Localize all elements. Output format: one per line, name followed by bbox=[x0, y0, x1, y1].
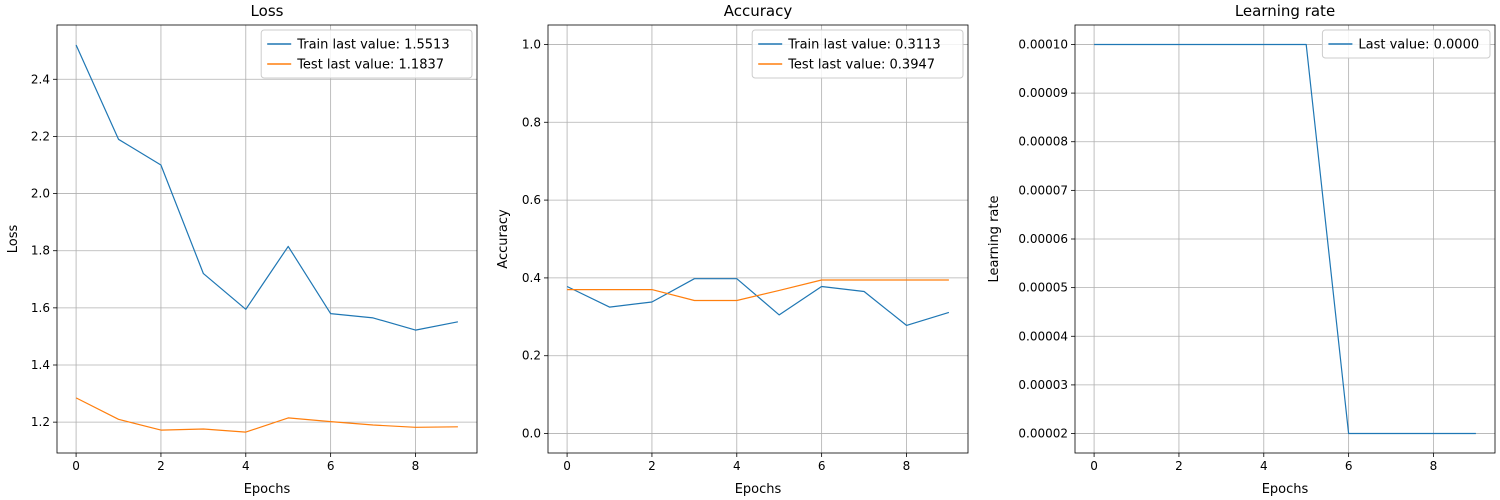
learning-rate-y-tick-label: 0.00010 bbox=[1018, 37, 1068, 51]
accuracy-legend-label: Test last value: 0.3947 bbox=[787, 58, 935, 73]
learning-rate-x-tick-label: 6 bbox=[1345, 459, 1353, 473]
learning-rate-x-tick-label: 8 bbox=[1430, 459, 1438, 473]
accuracy-y-tick-label: 0.4 bbox=[522, 271, 541, 285]
accuracy-legend-label: Train last value: 0.3113 bbox=[787, 38, 940, 53]
loss-legend-label: Test last value: 1.1837 bbox=[296, 58, 444, 73]
learning-rate-legend bbox=[1321, 29, 1491, 59]
accuracy-x-tick-label: 2 bbox=[648, 459, 656, 473]
loss-y-tick-label: 1.4 bbox=[31, 358, 50, 372]
accuracy-x-tick-label: 0 bbox=[563, 459, 571, 473]
learning-rate-y-tick-label: 0.00008 bbox=[1018, 135, 1068, 149]
loss-series-2-line bbox=[75, 397, 458, 433]
accuracy-y-tick-label: 0.0 bbox=[522, 427, 541, 441]
learning-rate-ylabel: Learning rate bbox=[987, 196, 1002, 283]
learning-rate-y-tick-label: 0.00005 bbox=[1018, 281, 1068, 295]
learning-rate-x-tick-label: 0 bbox=[1090, 459, 1098, 473]
loss-legend-label: Train last value: 1.5513 bbox=[296, 38, 449, 53]
learning-rate-y-tick-label: 0.00007 bbox=[1018, 183, 1068, 197]
learning-rate-xlabel: Epochs bbox=[1262, 482, 1309, 497]
loss-x-tick-label: 2 bbox=[157, 459, 165, 473]
accuracy-y-tick-label: 0.8 bbox=[522, 115, 541, 129]
accuracy-xlabel: Epochs bbox=[735, 482, 782, 497]
loss-x-tick-label: 8 bbox=[412, 459, 420, 473]
loss-legend bbox=[260, 29, 473, 79]
learning-rate-x-tick-label: 4 bbox=[1260, 459, 1268, 473]
loss-plot: 0 2 4 6 8 1.2 1.4 1.6 1.8 2.0 2.2 2.4 Train last val… bbox=[31, 24, 478, 473]
accuracy-legend bbox=[751, 29, 964, 79]
loss-axes-frame bbox=[56, 24, 478, 454]
loss-x-tick-label: 6 bbox=[327, 459, 335, 473]
loss-y-tick-label: 1.6 bbox=[31, 301, 50, 315]
accuracy-x-tick-label: 4 bbox=[733, 459, 741, 473]
learning-rate-title: Learning rate bbox=[1235, 2, 1335, 20]
learning-rate-x-tick-label: 2 bbox=[1175, 459, 1183, 473]
loss-panel: Loss Epochs Loss 0 2 4 6 8 1.2 1.4 1.6 1.8 2.0 2.2… bbox=[6, 2, 478, 497]
learning-rate-axes-frame bbox=[1074, 24, 1496, 454]
accuracy-x-tick-label: 8 bbox=[903, 459, 911, 473]
learning-rate-y-tick-label: 0.00004 bbox=[1018, 329, 1068, 343]
accuracy-series-2-line bbox=[567, 279, 949, 302]
loss-title: Loss bbox=[251, 2, 284, 20]
learning-rate-y-tick-label: 0.00002 bbox=[1018, 427, 1068, 441]
accuracy-panel: Accuracy Epochs Accuracy 0 2 4 6 80.00.20.40… bbox=[496, 2, 969, 497]
loss-y-tick-label: 2.2 bbox=[31, 129, 50, 143]
accuracy-y-tick-label: 0.6 bbox=[522, 193, 541, 207]
accuracy-y-tick-label: 0.2 bbox=[522, 349, 541, 363]
accuracy-axes-frame bbox=[547, 24, 969, 454]
loss-x-tick-label: 4 bbox=[242, 459, 250, 473]
accuracy-y-tick-label: 1.0 bbox=[522, 37, 541, 51]
learning-rate-series-1-line bbox=[1094, 43, 1476, 435]
loss-xlabel: Epochs bbox=[244, 482, 291, 497]
learning-rate-y-tick-label: 0.00003 bbox=[1018, 378, 1068, 392]
loss-y-tick-label: 2.0 bbox=[31, 187, 50, 201]
learning-rate-y-tick-label: 0.00006 bbox=[1018, 232, 1068, 246]
loss-y-tick-label: 1.2 bbox=[31, 415, 50, 429]
loss-x-tick-label: 0 bbox=[72, 459, 80, 473]
loss-ylabel: Loss bbox=[6, 225, 21, 254]
loss-y-tick-label: 1.8 bbox=[31, 244, 50, 258]
accuracy-series-1-line bbox=[566, 278, 950, 326]
learning-rate-legend-label: Last value: 0.0000 bbox=[1358, 38, 1479, 53]
accuracy-title: Accuracy bbox=[724, 2, 793, 20]
accuracy-plot: 0 2 4 6 8 0.0 0.2 0.4 0.6 0.8 1.0 Train last value:… bbox=[522, 24, 969, 473]
accuracy-ylabel: Accuracy bbox=[496, 209, 511, 269]
learning-rate-plot: 0 2 4 6 8 0.00002 0.00003 0.00004 0.00005 0.00006… bbox=[1018, 24, 1496, 473]
learning-rate-panel: Learning rate Epochs Learning rate 0 2 4 6 8… bbox=[987, 2, 1496, 497]
accuracy-x-tick-label: 6 bbox=[818, 459, 826, 473]
loss-series-1-line bbox=[75, 44, 459, 331]
learning-rate-y-tick-label: 0.00009 bbox=[1018, 86, 1068, 100]
loss-y-tick-label: 2.4 bbox=[31, 72, 50, 86]
